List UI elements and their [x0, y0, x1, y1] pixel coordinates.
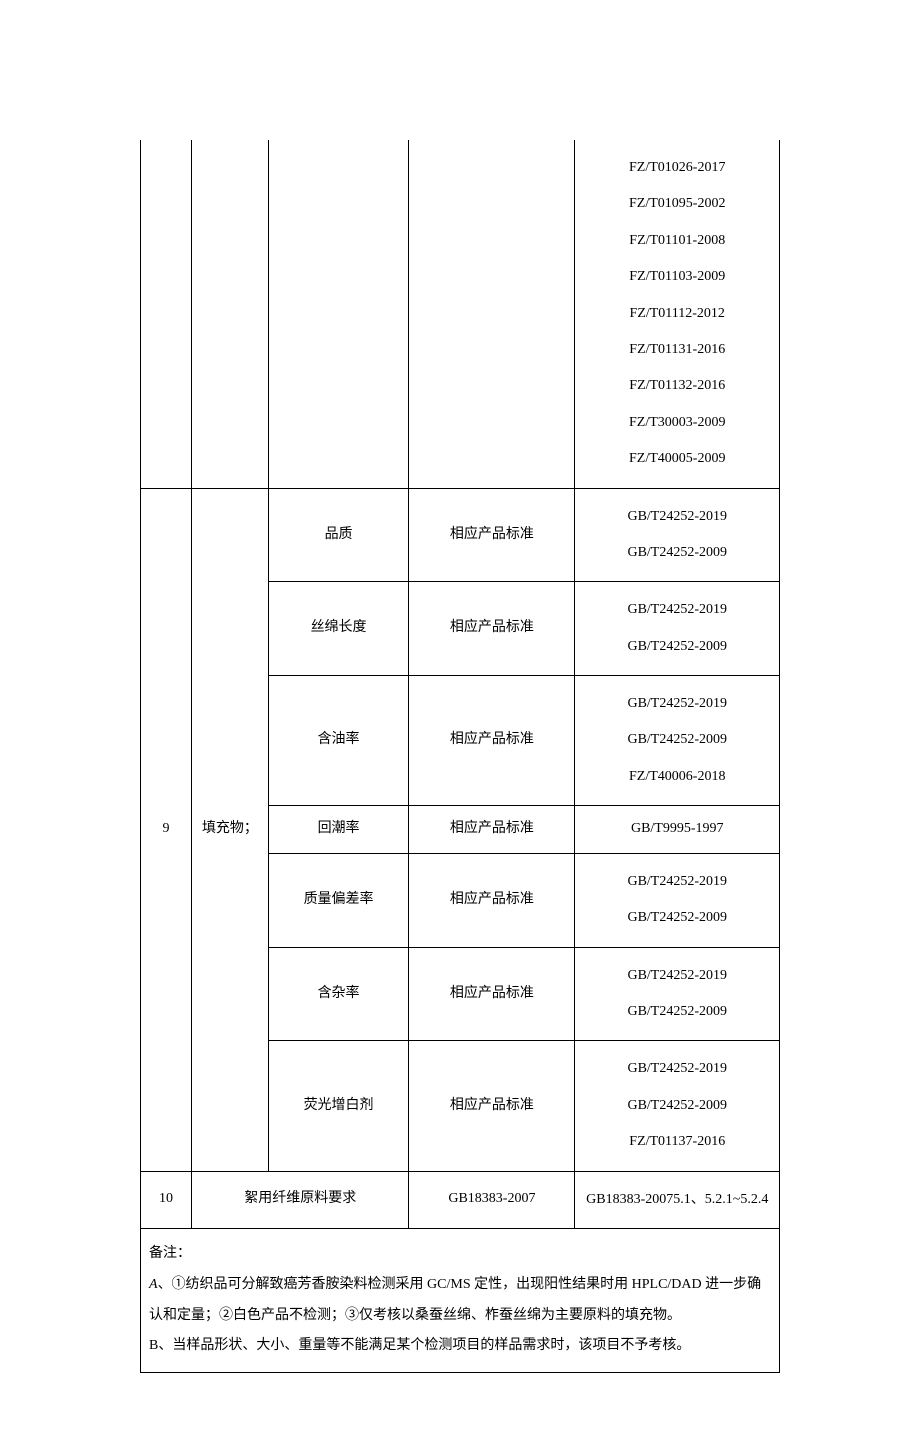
table-row: 10 絮用纤维原料要求 GB18383-2007 GB18383-20075.1… — [141, 1171, 780, 1228]
notes-a-text: 、①纺织品可分解致癌芳香胺染料检测采用 GC/MS 定性，出现阳性结果时用 HP… — [149, 1277, 761, 1323]
cell-item-name: 品质 — [268, 488, 409, 582]
notes-header: 备注： — [149, 1239, 771, 1270]
std-code: GB/T24252-2019 — [581, 864, 773, 900]
cell-requirement: 相应产品标准 — [409, 1041, 575, 1171]
cell-prev-cat — [192, 140, 269, 488]
std-code: GB/T24252-2019 — [581, 1051, 773, 1087]
std-code: GB/T24252-2019 — [581, 686, 773, 722]
std-code: GB/T24252-2009 — [581, 1088, 773, 1124]
std-code: FZ/T30003-2009 — [581, 405, 773, 441]
cell-requirement: 相应产品标准 — [409, 582, 575, 676]
standards-table: FZ/T01026-2017 FZ/T01095-2002 FZ/T01101-… — [140, 140, 780, 1373]
table-row-continuation: FZ/T01026-2017 FZ/T01095-2002 FZ/T01101-… — [141, 140, 780, 488]
std-code: FZ/T01131-2016 — [581, 332, 773, 368]
cell-standards: GB18383-20075.1、5.2.1~5.2.4 — [575, 1171, 780, 1228]
cell-prev-req — [409, 140, 575, 488]
std-code: FZ/T01103-2009 — [581, 259, 773, 295]
cell-item-name: 含杂率 — [268, 947, 409, 1041]
cell-prev-num — [141, 140, 192, 488]
std-code: FZ/T40006-2018 — [581, 759, 773, 795]
std-code: GB/T24252-2019 — [581, 499, 773, 535]
cell-category: 填充物； — [192, 488, 269, 1171]
cell-requirement: 相应产品标准 — [409, 488, 575, 582]
cell-requirement: 相应产品标准 — [409, 806, 575, 854]
std-code: FZ/T01026-2017 — [581, 150, 773, 186]
cell-standards: GB/T24252-2019 GB/T24252-2009 — [575, 947, 780, 1041]
std-code: GB/T24252-2019 — [581, 958, 773, 994]
notes-a-label: A — [149, 1277, 158, 1292]
notes-line-b: B、当样品形状、大小、重量等不能满足某个检测项目的样品需求时，该项目不予考核。 — [149, 1331, 771, 1362]
cell-item-name: 荧光增白剂 — [268, 1041, 409, 1171]
cell-standards: GB/T24252-2019 GB/T24252-2009 FZ/T40006-… — [575, 676, 780, 806]
cell-requirement: 相应产品标准 — [409, 676, 575, 806]
cell-standards: GB/T24252-2019 GB/T24252-2009 — [575, 853, 780, 947]
cell-standards: GB/T24252-2019 GB/T24252-2009 FZ/T01137-… — [575, 1041, 780, 1171]
cell-item-name: 含油率 — [268, 676, 409, 806]
std-code: GB/T24252-2009 — [581, 535, 773, 571]
std-code: FZ/T01101-2008 — [581, 223, 773, 259]
cell-prev-item — [268, 140, 409, 488]
std-code: FZ/T01112-2012 — [581, 296, 773, 332]
cell-standards: GB/T24252-2019 GB/T24252-2009 — [575, 488, 780, 582]
std-code: FZ/T01137-2016 — [581, 1124, 773, 1160]
std-code: FZ/T01095-2002 — [581, 186, 773, 222]
std-code: GB/T24252-2019 — [581, 592, 773, 628]
cell-requirement: GB18383-2007 — [409, 1171, 575, 1228]
cell-row-num: 10 — [141, 1171, 192, 1228]
cell-prev-stds: FZ/T01026-2017 FZ/T01095-2002 FZ/T01101-… — [575, 140, 780, 488]
std-code: GB/T24252-2009 — [581, 722, 773, 758]
std-code: FZ/T40005-2009 — [581, 441, 773, 477]
cell-item-name: 絮用纤维原料要求 — [192, 1171, 409, 1228]
std-code: GB/T24252-2009 — [581, 994, 773, 1030]
cell-row-num: 9 — [141, 488, 192, 1171]
cell-item-name: 丝绵长度 — [268, 582, 409, 676]
cell-standards: GB/T24252-2019 GB/T24252-2009 — [575, 582, 780, 676]
std-code: GB/T24252-2009 — [581, 900, 773, 936]
cell-requirement: 相应产品标准 — [409, 853, 575, 947]
std-code: GB/T24252-2009 — [581, 629, 773, 665]
table-row: 9 填充物； 品质 相应产品标准 GB/T24252-2019 GB/T2425… — [141, 488, 780, 582]
std-code: FZ/T01132-2016 — [581, 368, 773, 404]
cell-requirement: 相应产品标准 — [409, 947, 575, 1041]
cell-standards: GB/T9995-1997 — [575, 806, 780, 854]
cell-item-name: 回潮率 — [268, 806, 409, 854]
cell-item-name: 质量偏差率 — [268, 853, 409, 947]
document-page: FZ/T01026-2017 FZ/T01095-2002 FZ/T01101-… — [70, 0, 850, 1453]
